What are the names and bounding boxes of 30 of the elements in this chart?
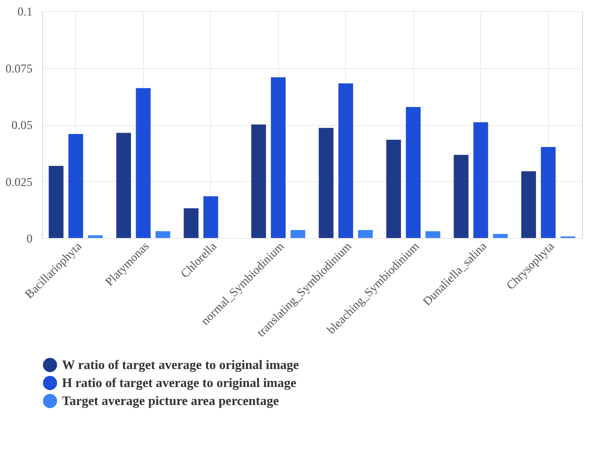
bar — [338, 83, 354, 238]
bar — [493, 234, 508, 238]
bar — [318, 128, 334, 238]
bar — [473, 122, 488, 238]
bar — [540, 146, 556, 238]
bar — [521, 171, 536, 238]
bar — [68, 134, 84, 238]
y-tick-label: 0.075 — [6, 61, 32, 76]
bar — [184, 208, 198, 238]
bar — [406, 107, 421, 238]
bar — [156, 231, 170, 238]
bar — [88, 235, 103, 238]
bar — [116, 132, 131, 238]
bar — [386, 140, 401, 238]
bar — [203, 196, 218, 238]
bar — [251, 124, 266, 238]
y-tick-label: 0.1 — [18, 4, 32, 18]
bar — [358, 230, 373, 238]
legend-label: Target average picture area percentage — [62, 393, 280, 408]
y-tick-label: 0.05 — [12, 118, 32, 132]
legend-label: W ratio of target average to original image — [62, 357, 300, 372]
bar — [270, 77, 286, 238]
bar — [426, 231, 440, 238]
y-tick-label: 0.025 — [6, 174, 32, 189]
bar — [290, 230, 306, 238]
legend-label: H ratio of target average to original image — [62, 375, 297, 390]
y-tick-label: 0 — [26, 232, 32, 246]
bar — [454, 154, 468, 238]
bar — [48, 166, 64, 238]
bar — [136, 88, 151, 238]
